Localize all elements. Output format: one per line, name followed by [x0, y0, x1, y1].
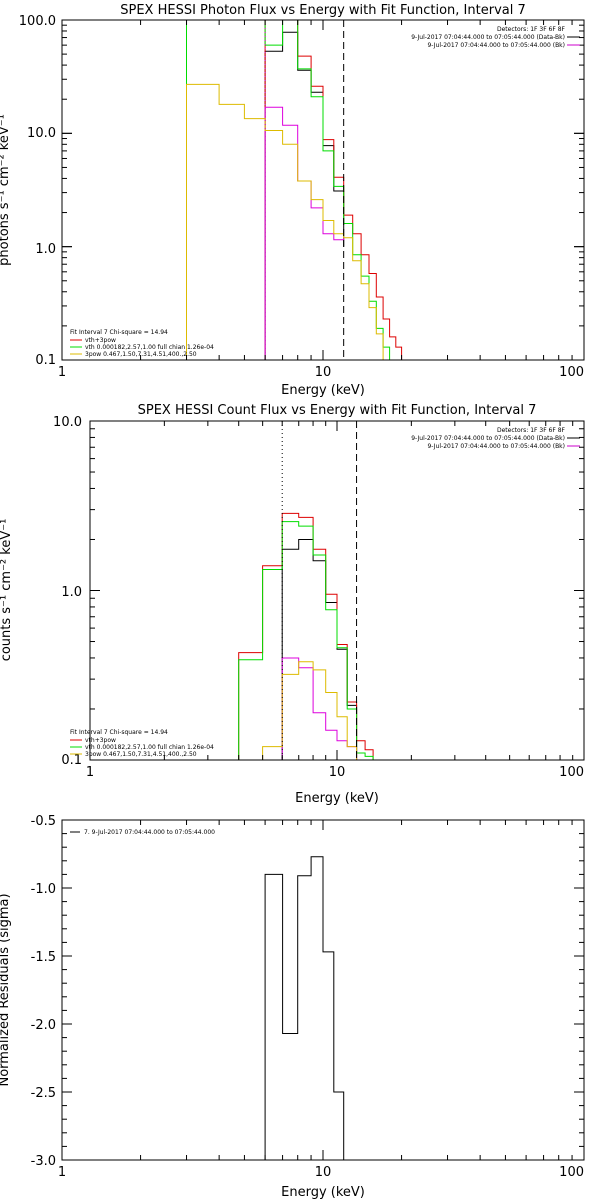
panel2-marks: [238, 421, 381, 760]
panel1-ytick-3: 100.0: [19, 14, 56, 29]
panel2-ytick-2: 10.0: [53, 415, 82, 430]
panel2-detectors: Detectors: 1F 3F 6F 8F: [497, 427, 566, 434]
panel1-fit-interval: Fit Interval 7 Chi-square = 14.94: [70, 329, 168, 336]
panel2-ytick-1: 1.0: [61, 585, 82, 600]
panel2-series-1: [238, 512, 381, 760]
panel1-ytick-1: 1.0: [35, 242, 56, 257]
panel2-xlabel: Energy (keV): [295, 791, 379, 806]
panel2-series-4: [262, 661, 358, 760]
panel1-series-4: [186, 83, 384, 360]
panel2-fit-interval: Fit Interval 7 Chi-square = 14.94: [70, 729, 168, 736]
panel1-detectors: Detectors: 1F 3F 6F 8F: [497, 26, 566, 33]
panel1-ytick-2: 10.0: [27, 126, 56, 141]
panel1-ytick-0: 0.1: [35, 353, 56, 368]
panel1-series-0: [264, 31, 345, 360]
panel3-ytick-0: -0.5: [31, 814, 56, 829]
panel2-xtick-100: 100: [559, 765, 584, 780]
panel2-title: SPEX HESSI Count Flux vs Energy with Fit…: [138, 403, 537, 418]
panel1-marks: [186, 20, 403, 360]
panel1-fit-vth: vth 0.000182,2.57,1.00 full chian 1.26e-…: [85, 344, 214, 351]
panel2-fit-model: vth+3pow: [85, 737, 116, 744]
panel2-xtick-10: 10: [329, 765, 346, 780]
panel3-xtick-100: 100: [559, 1165, 584, 1180]
panel2-series-0: [281, 539, 358, 760]
panel3-xtick-10: 10: [315, 1165, 332, 1180]
panel2-fit-vth: vth 0.000182,2.57,1.00 full chian 1.26e-…: [85, 744, 214, 751]
panel3-ytick-1: -1.0: [31, 882, 56, 897]
panel3-ytick-2: -1.5: [31, 950, 56, 965]
panel1-xtick-10: 10: [315, 365, 332, 380]
panel2-ylabel: counts s⁻¹ cm⁻² keV⁻¹: [0, 519, 14, 662]
panel3-series-0: [264, 856, 345, 1160]
panel3-xtick-1: 1: [58, 1165, 66, 1180]
panel1-databk: 9-Jul-2017 07:04:44.000 to 07:05:44.000 …: [411, 34, 565, 41]
panel3-ytick-3: -2.0: [31, 1018, 56, 1033]
panel1-frame: [61, 19, 585, 361]
panel3-xlabel: Energy (keV): [281, 1185, 365, 1200]
panel1-fit-3pow: 3pow 0.467,1.50,7.31,4.51,400.,2.50: [85, 351, 197, 358]
photon-flux-panel: SPEX HESSI Photon Flux vs Energy with Fi…: [0, 3, 585, 398]
panel1-title: SPEX HESSI Photon Flux vs Energy with Fi…: [120, 3, 526, 18]
panel3-legend: 7. 9-Jul-2017 07:04:44.000 to 07:05:44.0…: [84, 829, 215, 836]
residuals-panel: 1 10 100 -0.5 -1.0 -1.5 -2.0 -2.5 -3.0 E…: [0, 814, 585, 1200]
panel1-ticks: [61, 19, 585, 361]
panel1-xlabel: Energy (keV): [281, 383, 365, 398]
panel1-bk: 9-Jul-2017 07:04:44.000 to 07:05:44.000 …: [427, 42, 565, 49]
panel2-bk: 9-Jul-2017 07:04:44.000 to 07:05:44.000 …: [427, 443, 565, 450]
panel3-ylabel: Normalized Residuals (sigma): [0, 893, 12, 1086]
panel1-xtick-1: 1: [58, 365, 66, 380]
panel3-marks: [264, 856, 345, 1160]
panel2-series-2: [238, 521, 381, 760]
panel2-ytick-0: 0.1: [61, 753, 82, 768]
panel2-fit-3pow: 3pow 0.467,1.50,7.31,4.51,400.,2.50: [85, 751, 197, 758]
panel1-fit-model: vth+3pow: [85, 337, 116, 344]
panel2-ticks: [89, 420, 585, 761]
panel2-databk: 9-Jul-2017 07:04:44.000 to 07:05:44.000 …: [411, 435, 565, 442]
panel2-xtick-1: 1: [86, 765, 94, 780]
panel3-ytick-5: -3.0: [31, 1154, 56, 1169]
panel1-xtick-100: 100: [559, 365, 584, 380]
panel1-series-2: [186, 20, 391, 360]
count-flux-panel: SPEX HESSI Count Flux vs Energy with Fit…: [0, 403, 585, 806]
panel3-ticks: [61, 819, 585, 1161]
panel3-ytick-4: -2.5: [31, 1086, 56, 1101]
panel1-ylabel: photons s⁻¹ cm⁻² keV⁻¹: [0, 114, 12, 266]
